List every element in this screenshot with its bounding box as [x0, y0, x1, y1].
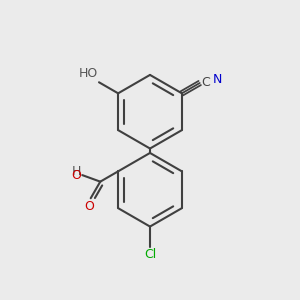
- Text: N: N: [213, 73, 222, 86]
- Text: O: O: [71, 169, 81, 182]
- Text: Cl: Cl: [144, 248, 156, 261]
- Text: H: H: [72, 165, 81, 178]
- Text: HO: HO: [78, 67, 98, 80]
- Text: O: O: [84, 200, 94, 213]
- Text: C: C: [201, 76, 210, 88]
